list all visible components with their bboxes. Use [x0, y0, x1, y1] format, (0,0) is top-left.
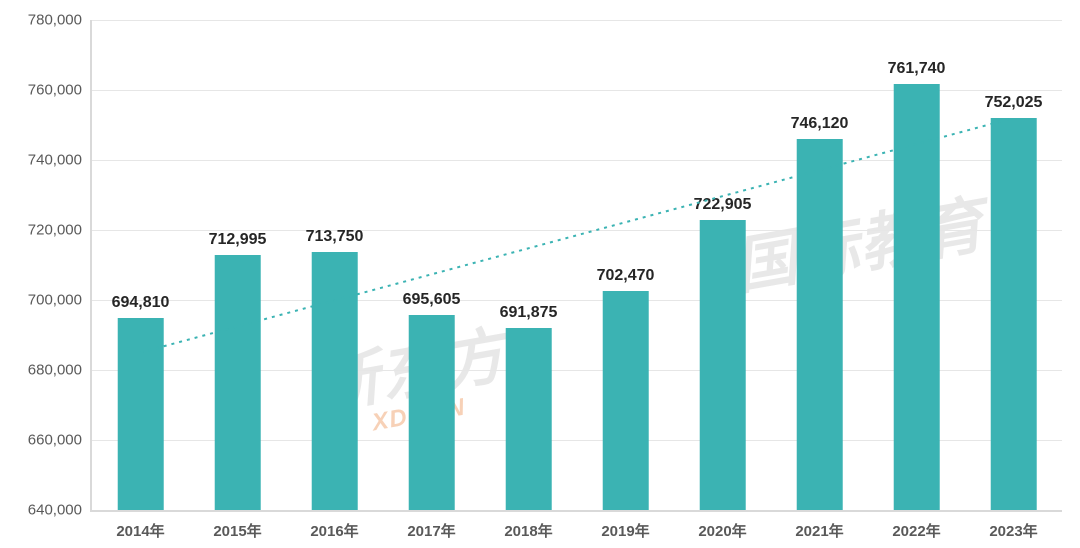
- bar-value-label: 713,750: [306, 228, 364, 246]
- ytick-label: 640,000: [28, 502, 92, 519]
- bar-value-label: 761,740: [888, 60, 946, 78]
- ytick-label: 660,000: [28, 432, 92, 449]
- xtick-label: 2023年: [989, 510, 1037, 541]
- bar-slot: 722,9052020年: [674, 20, 771, 510]
- bar-value-label: 712,995: [209, 231, 267, 249]
- ytick-label: 720,000: [28, 222, 92, 239]
- ytick-label: 700,000: [28, 292, 92, 309]
- bar-value-label: 695,605: [403, 291, 461, 309]
- bar: [117, 318, 164, 510]
- bar: [311, 252, 358, 510]
- bar: [990, 118, 1037, 510]
- bar: [602, 291, 649, 510]
- bar-value-label: 722,905: [694, 196, 752, 214]
- xtick-label: 2014年: [116, 510, 164, 541]
- bar-value-label: 694,810: [112, 294, 170, 312]
- bar: [796, 139, 843, 510]
- xtick-label: 2020年: [698, 510, 746, 541]
- bar-slot: 702,4702019年: [577, 20, 674, 510]
- xtick-label: 2019年: [601, 510, 649, 541]
- plot-area: 新东方XDF.CN国际教育640,000660,000680,000700,00…: [90, 20, 1062, 512]
- bar-slot: 746,1202021年: [771, 20, 868, 510]
- bar: [214, 255, 261, 510]
- xtick-label: 2018年: [504, 510, 552, 541]
- bar-value-label: 746,120: [791, 115, 849, 133]
- xtick-label: 2017年: [407, 510, 455, 541]
- bar-slot: 752,0252023年: [965, 20, 1062, 510]
- xtick-label: 2015年: [213, 510, 261, 541]
- bar-value-label: 691,875: [500, 304, 558, 322]
- bar: [505, 328, 552, 510]
- bar: [699, 220, 746, 510]
- bar: [893, 84, 940, 510]
- bar-slot: 761,7402022年: [868, 20, 965, 510]
- bar: [408, 315, 455, 510]
- ytick-label: 760,000: [28, 82, 92, 99]
- bar-slot: 712,9952015年: [189, 20, 286, 510]
- bar-slot: 695,6052017年: [383, 20, 480, 510]
- bar-slot: 691,8752018年: [480, 20, 577, 510]
- ytick-label: 680,000: [28, 362, 92, 379]
- bar-slot: 713,7502016年: [286, 20, 383, 510]
- ytick-label: 740,000: [28, 152, 92, 169]
- bar-chart: 新东方XDF.CN国际教育640,000660,000680,000700,00…: [0, 0, 1080, 548]
- bar-value-label: 752,025: [985, 94, 1043, 112]
- xtick-label: 2016年: [310, 510, 358, 541]
- ytick-label: 780,000: [28, 12, 92, 29]
- xtick-label: 2021年: [795, 510, 843, 541]
- xtick-label: 2022年: [892, 510, 940, 541]
- bar-value-label: 702,470: [597, 267, 655, 285]
- bar-slot: 694,8102014年: [92, 20, 189, 510]
